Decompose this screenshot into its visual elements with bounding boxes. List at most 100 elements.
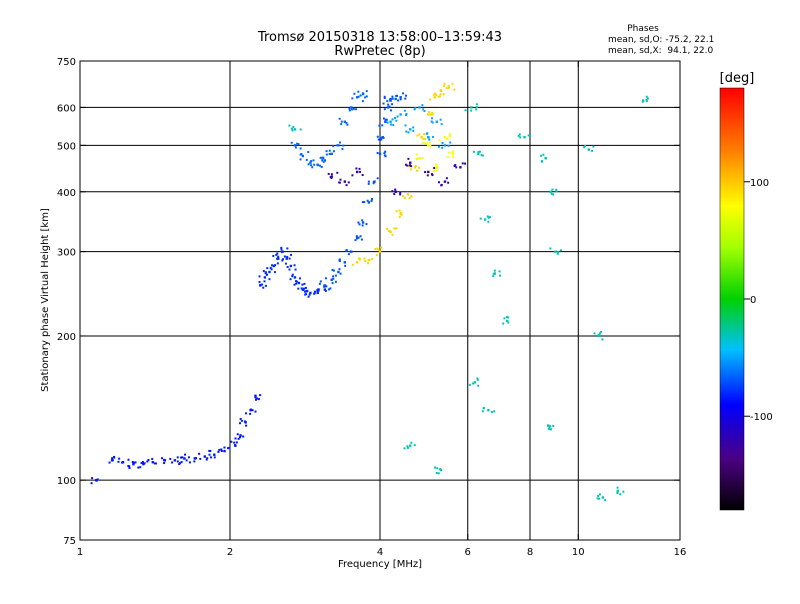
echo-dot <box>128 467 131 470</box>
echo-dot <box>439 118 442 121</box>
echo-dot <box>352 108 355 111</box>
echo-dot <box>179 456 182 459</box>
echo-dot <box>146 460 149 463</box>
echo-dot <box>437 95 440 98</box>
y-tick-label: 500 <box>57 141 76 152</box>
echo-dot <box>272 254 275 257</box>
data-point <box>433 96 436 99</box>
echo-dot <box>421 157 424 160</box>
echo-dot <box>434 92 437 95</box>
echo-dot <box>583 146 586 149</box>
echo-dot <box>383 154 386 157</box>
chart-subtitle: RwPretec (8p) <box>334 44 425 59</box>
echo-dot <box>355 167 358 170</box>
echo-dot <box>383 95 386 98</box>
echo-dot <box>328 149 331 152</box>
echo-dot <box>415 153 418 156</box>
echo-dot <box>601 338 604 341</box>
echo-dot <box>372 181 375 184</box>
echo-dot <box>336 144 339 147</box>
echo-dot <box>448 151 451 154</box>
echo-dot <box>327 288 330 291</box>
echo-dot <box>188 461 191 464</box>
echo-dot <box>355 261 358 264</box>
echo-dot <box>360 238 363 241</box>
echo-dot <box>292 126 295 129</box>
echo-dot <box>351 174 354 177</box>
echo-dot <box>290 127 293 130</box>
echo-dot <box>395 227 398 230</box>
data-point <box>420 135 423 139</box>
data-point <box>343 120 347 123</box>
data-point <box>409 444 412 447</box>
x-tick-label: 16 <box>674 547 687 558</box>
echo-dot <box>293 283 296 286</box>
echo-dot <box>393 193 396 196</box>
echo-dot <box>541 160 544 163</box>
echo-dot <box>376 135 379 138</box>
data-point <box>309 161 312 164</box>
echo-dot <box>406 446 409 449</box>
echo-dot <box>493 269 496 272</box>
echo-dot <box>442 93 445 96</box>
data-point <box>361 221 365 224</box>
data-point <box>355 170 359 174</box>
echo-dot <box>552 424 555 427</box>
echo-dot <box>345 249 348 252</box>
echo-dot <box>479 217 482 220</box>
echo-dot <box>389 109 392 112</box>
echo-dot <box>283 255 286 258</box>
point-layer <box>90 82 649 502</box>
echo-dot <box>415 157 418 160</box>
echo-dot <box>405 112 408 115</box>
echo-dot <box>208 453 211 456</box>
echo-dot <box>499 274 502 277</box>
echo-dot <box>380 246 383 249</box>
echo-dot <box>383 152 386 155</box>
echo-dot <box>218 448 221 451</box>
echo-dot <box>403 447 406 450</box>
echo-dot <box>556 251 559 254</box>
echo-dot <box>439 93 442 96</box>
echo-dot <box>429 144 432 147</box>
echo-dot <box>249 412 252 415</box>
echo-dot <box>336 171 339 174</box>
echo-dot <box>616 486 619 489</box>
echo-dot <box>597 333 600 336</box>
echo-dot <box>393 227 396 230</box>
echo-dot <box>445 177 448 180</box>
echo-dot <box>324 289 327 292</box>
data-point <box>399 113 402 116</box>
echo-dot <box>245 424 248 427</box>
data-point <box>349 106 353 109</box>
echo-dot <box>395 210 398 213</box>
echo-dot <box>277 255 280 258</box>
echo-dot <box>256 397 259 400</box>
echo-dot <box>404 124 407 127</box>
echo-dot <box>451 156 454 159</box>
echo-dot <box>593 332 596 335</box>
echo-dot <box>365 90 368 93</box>
echo-dot <box>407 157 410 160</box>
echo-dot <box>438 95 441 98</box>
echo-dot <box>332 150 335 153</box>
echo-dot <box>410 168 413 171</box>
echo-dot <box>492 272 495 275</box>
echo-dot <box>312 159 315 162</box>
echo-dot <box>243 420 246 423</box>
echo-dot <box>325 150 328 153</box>
echo-dot <box>180 461 183 464</box>
echo-dot <box>398 209 401 212</box>
echo-dot <box>555 188 558 191</box>
echo-dot <box>410 165 413 168</box>
echo-dot <box>297 143 300 146</box>
data-point <box>343 180 347 183</box>
echo-dot <box>540 154 543 157</box>
echo-dot <box>386 227 389 230</box>
echo-dot <box>185 459 188 462</box>
echo-dot <box>388 105 391 108</box>
echo-dot <box>134 461 137 464</box>
echo-dot <box>141 461 144 464</box>
echo-dot <box>357 236 360 239</box>
echo-dot <box>338 268 341 271</box>
